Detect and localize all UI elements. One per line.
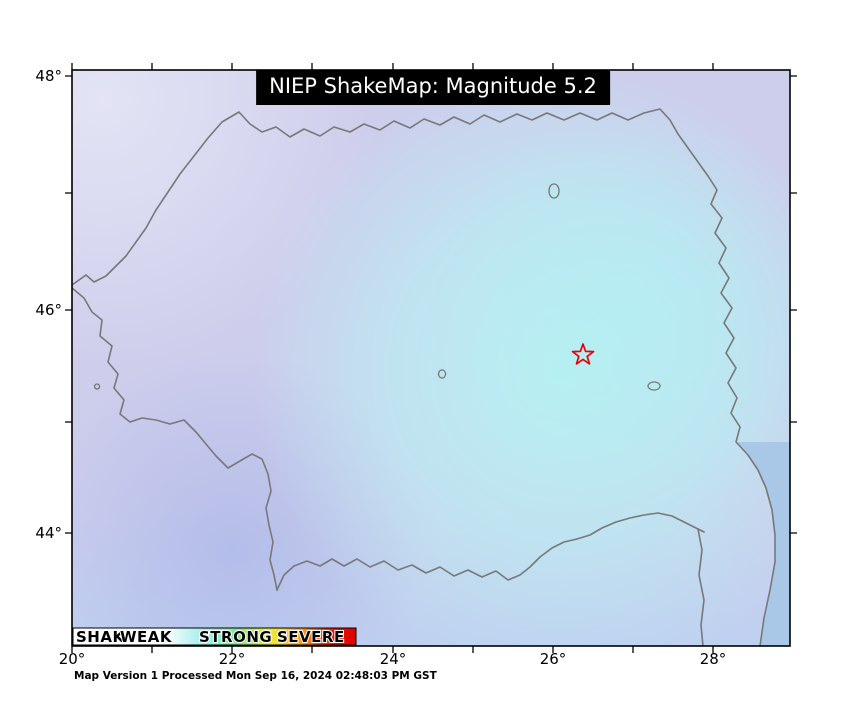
black-sea [736,442,790,646]
y-tick-label-48: 48° [35,67,62,85]
x-tick-label-28: 28° [700,650,727,668]
axis-ticks-top [71,63,714,70]
legend-label-shak: SHAK [76,628,125,646]
legend-label-severe: SEVERE [277,628,345,646]
epicenter-star-icon [571,343,595,365]
intensity-shading-overlay-epicentral2 [72,70,790,646]
legend-label-weak: WEAK [120,628,173,646]
y-tick-label-44: 44° [35,524,62,542]
small-water-bodies [93,183,661,391]
x-tick-label-20: 20° [59,650,86,668]
map-caption: Map Version 1 Processed Mon Sep 16, 2024… [74,670,438,682]
axis-ticks-left [65,75,72,534]
axis-ticks-bottom [71,646,714,653]
x-tick-label-26: 26° [540,650,567,668]
map-title: NIEP ShakeMap: Magnitude 5.2 [256,70,610,106]
border-north-east-coast [72,108,776,646]
intensity-colorbar [72,627,357,646]
border-dobruja [697,528,705,646]
country-borders [72,108,776,646]
legend-label-strong: STRONG [199,628,272,646]
border-west [72,287,278,591]
map-area: SHAK WEAK STRONG SEVERE [72,70,790,646]
intensity-legend: SHAK WEAK STRONG SEVERE [72,627,357,646]
axis-labels: 48° 46° 44° 20° 22° 24° 26° 28° [35,67,726,668]
axis-ticks-right [790,75,797,534]
x-tick-label-24: 24° [380,650,407,668]
x-tick-label-22: 22° [219,650,246,668]
axis-ticks [65,63,797,653]
border-danube-south [276,512,705,591]
y-tick-label-46: 46° [35,301,62,319]
